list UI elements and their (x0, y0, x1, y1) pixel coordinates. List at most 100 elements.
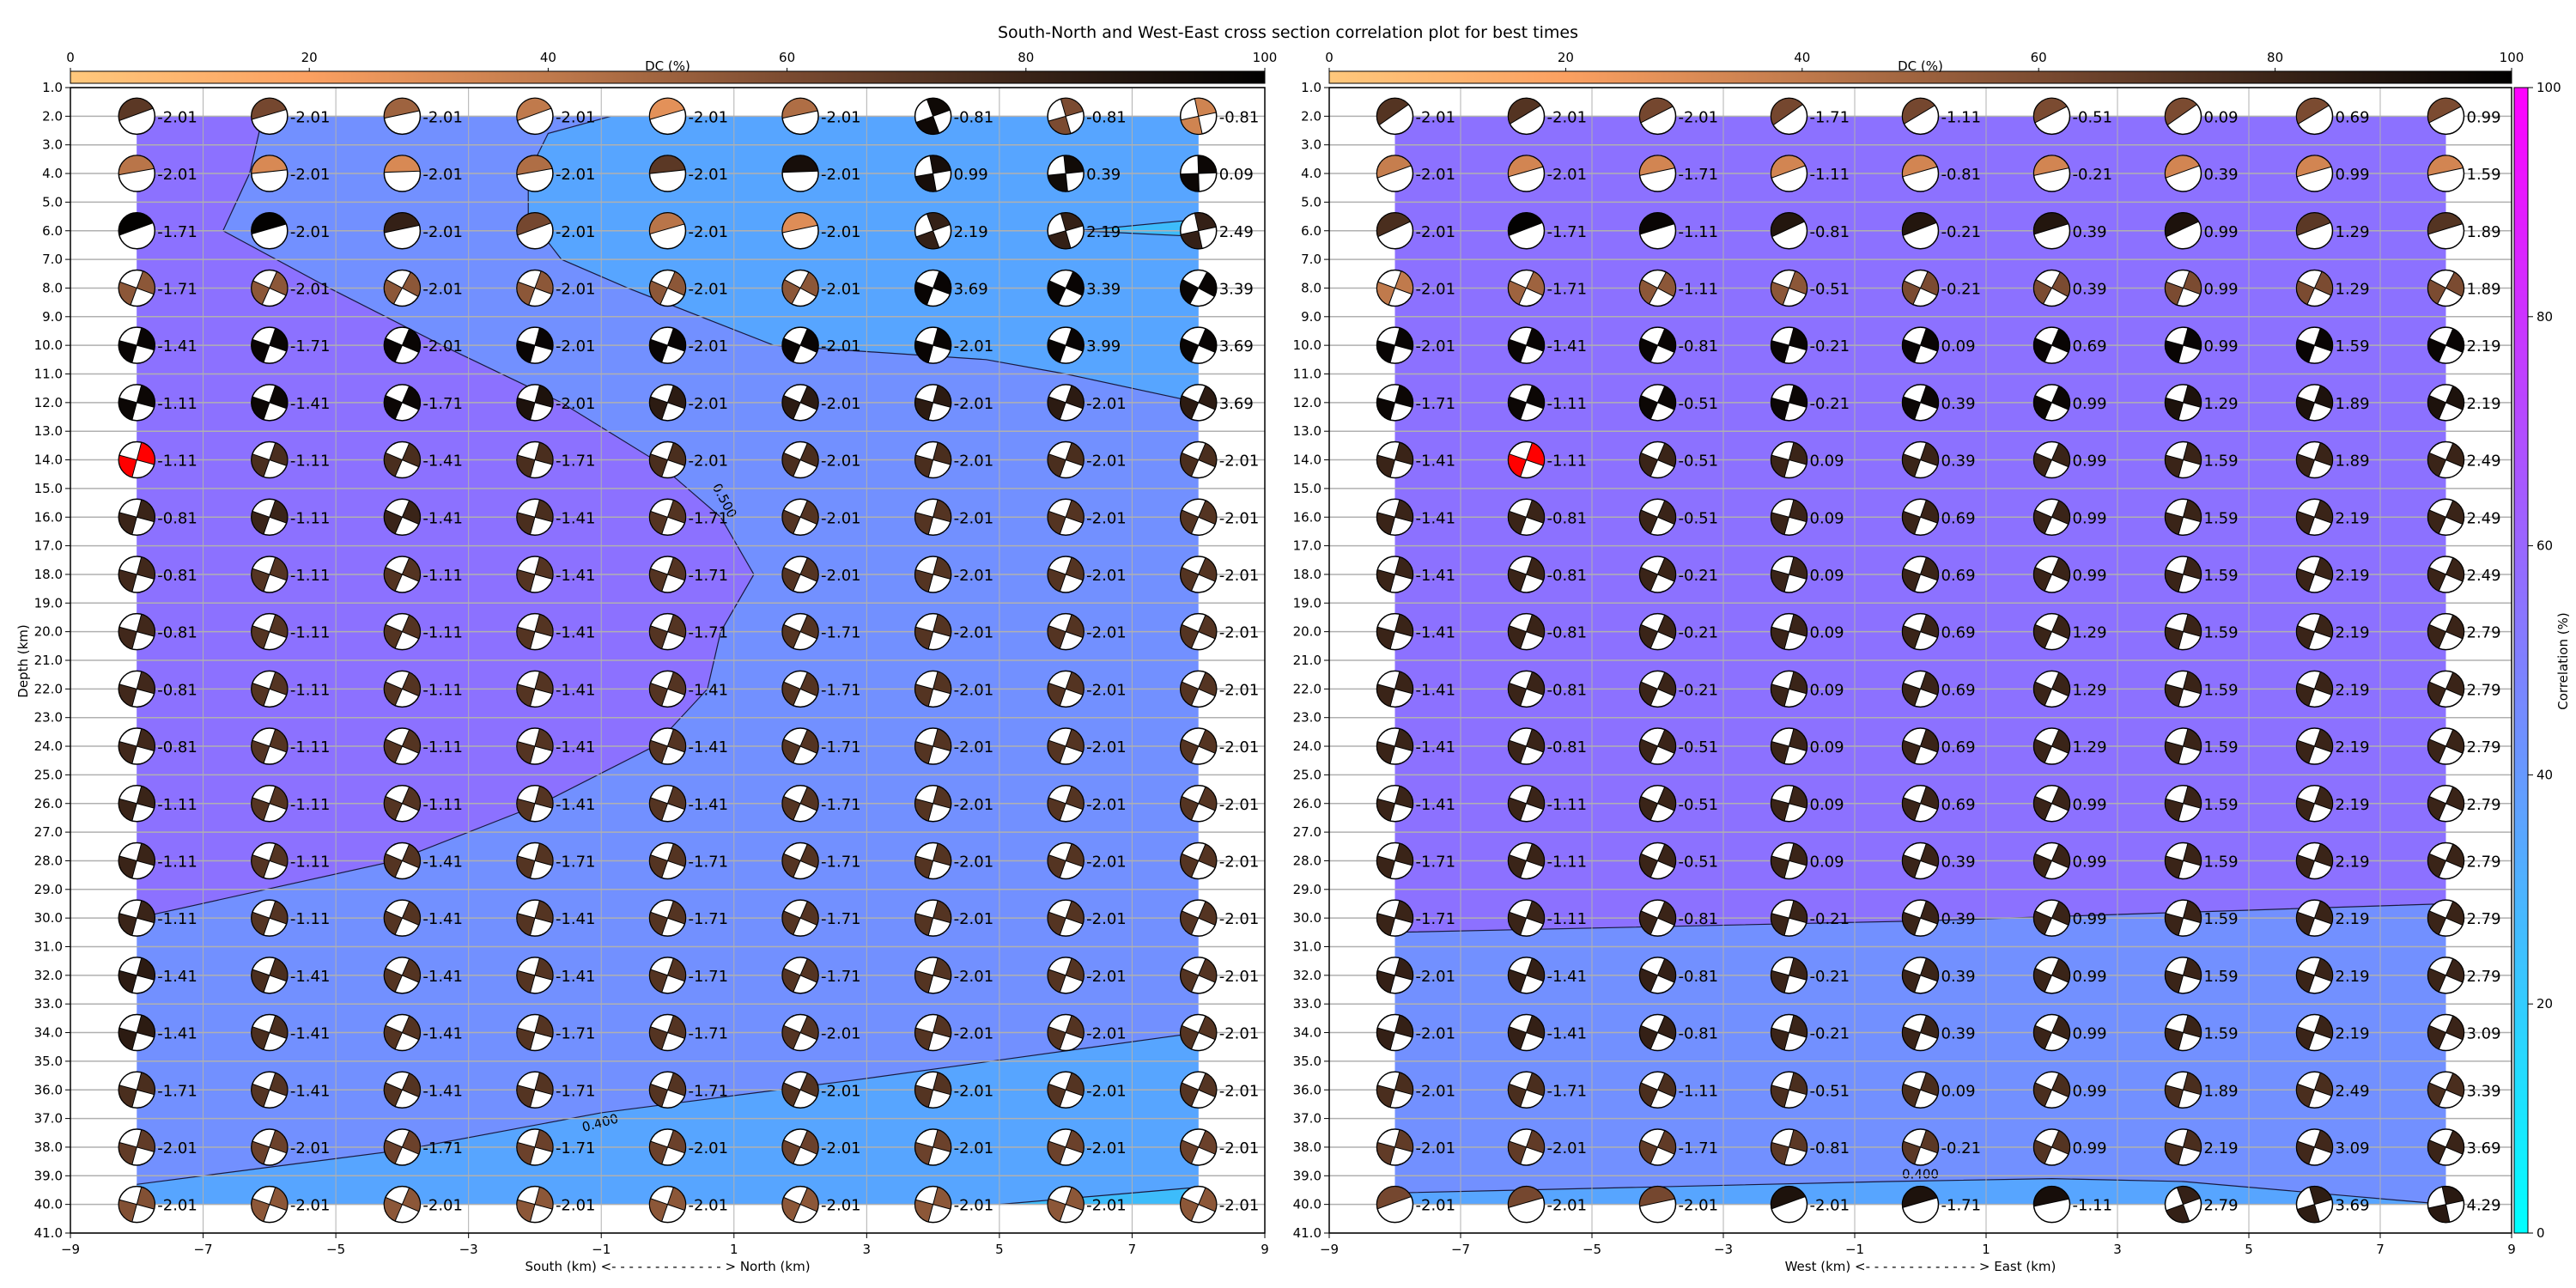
beachball (1047, 269, 1084, 307)
beachball (516, 326, 554, 364)
time-label: -2.01 (1086, 681, 1127, 699)
beachball (648, 1071, 687, 1109)
time-label: 2.19 (954, 223, 988, 241)
time-label: -2.01 (1086, 968, 1127, 986)
beachball (1638, 384, 1677, 422)
x-tick-label: −1 (592, 1242, 611, 1257)
y-tick-label: 30.0 (34, 910, 63, 926)
beachball-compression (1902, 442, 1939, 478)
beachball-compression (1047, 671, 1084, 707)
time-label: -2.01 (157, 166, 197, 184)
beachball (1507, 212, 1546, 250)
beachball (648, 899, 687, 937)
beachball-compression (2165, 900, 2202, 937)
time-label: -2.01 (954, 1197, 994, 1215)
time-label: -1.71 (1679, 166, 1719, 184)
beachball (1901, 899, 1940, 937)
time-label: -2.01 (1086, 738, 1127, 756)
y-tick-label: 6.0 (1301, 223, 1321, 239)
time-label: -1.71 (1679, 1139, 1719, 1157)
beachball (914, 384, 952, 422)
beachball (1047, 498, 1084, 536)
beachball (1376, 440, 1414, 479)
beachball-compression (781, 843, 819, 878)
time-label: -2.01 (1086, 1139, 1127, 1157)
beachball (2295, 440, 2334, 479)
beachball (914, 212, 952, 250)
beachball (2164, 1013, 2202, 1052)
time-label: -2.01 (954, 567, 994, 585)
beachball-compression (2427, 155, 2464, 176)
time-label: -1.71 (1547, 280, 1588, 298)
beachball-compression (2033, 328, 2070, 363)
y-tick-label: 8.0 (42, 280, 63, 295)
y-tick-label: 39.0 (1293, 1168, 1321, 1183)
beachball (1179, 1185, 1218, 1224)
beachball (516, 1185, 554, 1224)
time-label: -2.01 (1416, 968, 1456, 986)
beachball-compression (383, 729, 421, 764)
time-label: -1.71 (1810, 108, 1850, 126)
beachball-compression (1376, 499, 1413, 536)
beachball (1376, 785, 1414, 823)
beachball-compression (1180, 1187, 1218, 1222)
beachball (781, 326, 819, 364)
time-label: -2.01 (556, 280, 596, 298)
beachball (1047, 326, 1084, 364)
beachball-compression (2033, 901, 2070, 936)
time-label: -1.11 (1547, 453, 1588, 471)
beachball-compression (1901, 842, 1940, 878)
time-label: 1.59 (2204, 738, 2239, 756)
beachball-compression (649, 499, 686, 535)
beachball (2032, 727, 2071, 765)
beachball-compression (1901, 1072, 1940, 1108)
y-tick-label: 31.0 (1293, 939, 1321, 955)
beachball-compression (2427, 556, 2464, 592)
x-tick-label: −3 (1714, 1242, 1733, 1257)
corr-tick-label: 40 (2537, 767, 2553, 782)
beachball-compression (781, 614, 819, 649)
y-tick-label: 23.0 (34, 710, 63, 726)
time-label: 2.19 (2336, 681, 2370, 699)
beachball-compression (1180, 271, 1218, 305)
time-label: -0.81 (157, 509, 197, 527)
time-label: -2.01 (689, 166, 729, 184)
beachball (1047, 727, 1084, 765)
beachball (1638, 899, 1677, 937)
beachball-compression (1047, 499, 1084, 535)
beachball-compression (1376, 97, 1410, 126)
time-label: -1.41 (556, 796, 596, 814)
beachball-compression (2296, 786, 2333, 822)
time-label: -1.41 (157, 968, 197, 986)
time-label: -2.01 (821, 567, 861, 585)
time-label: -0.51 (1810, 1082, 1850, 1100)
beachball (648, 212, 687, 250)
beachball-compression (118, 327, 155, 364)
time-label: -2.01 (1416, 1139, 1456, 1157)
beachball (118, 326, 156, 364)
beachball-compression (516, 212, 552, 236)
beachball (2032, 498, 2071, 536)
beachball-compression (1901, 1129, 1940, 1165)
beachball-compression (118, 671, 155, 708)
beachball (1179, 670, 1218, 708)
time-label: 0.39 (1086, 166, 1121, 184)
y-tick-label: 4.0 (1301, 166, 1321, 181)
y-tick-label: 24.0 (1293, 738, 1321, 754)
beachball-compression (1376, 327, 1413, 364)
time-label: -0.21 (1941, 223, 1982, 241)
beachball (2295, 1013, 2334, 1052)
beachball-compression (2427, 1129, 2464, 1164)
beachball-compression (251, 786, 289, 822)
dc-tick-label: 60 (2031, 50, 2047, 65)
time-label: 0.09 (1810, 681, 1844, 699)
time-label: 0.39 (1941, 968, 1976, 986)
beachball (1047, 1128, 1084, 1166)
time-label: -2.01 (1219, 968, 1260, 986)
dc-tick-label: 100 (2500, 50, 2524, 65)
beachball (1901, 785, 1940, 823)
beachball (516, 155, 554, 192)
time-label: -2.01 (1679, 108, 1719, 126)
beachball (516, 440, 554, 479)
beachball-compression (1771, 97, 1804, 126)
